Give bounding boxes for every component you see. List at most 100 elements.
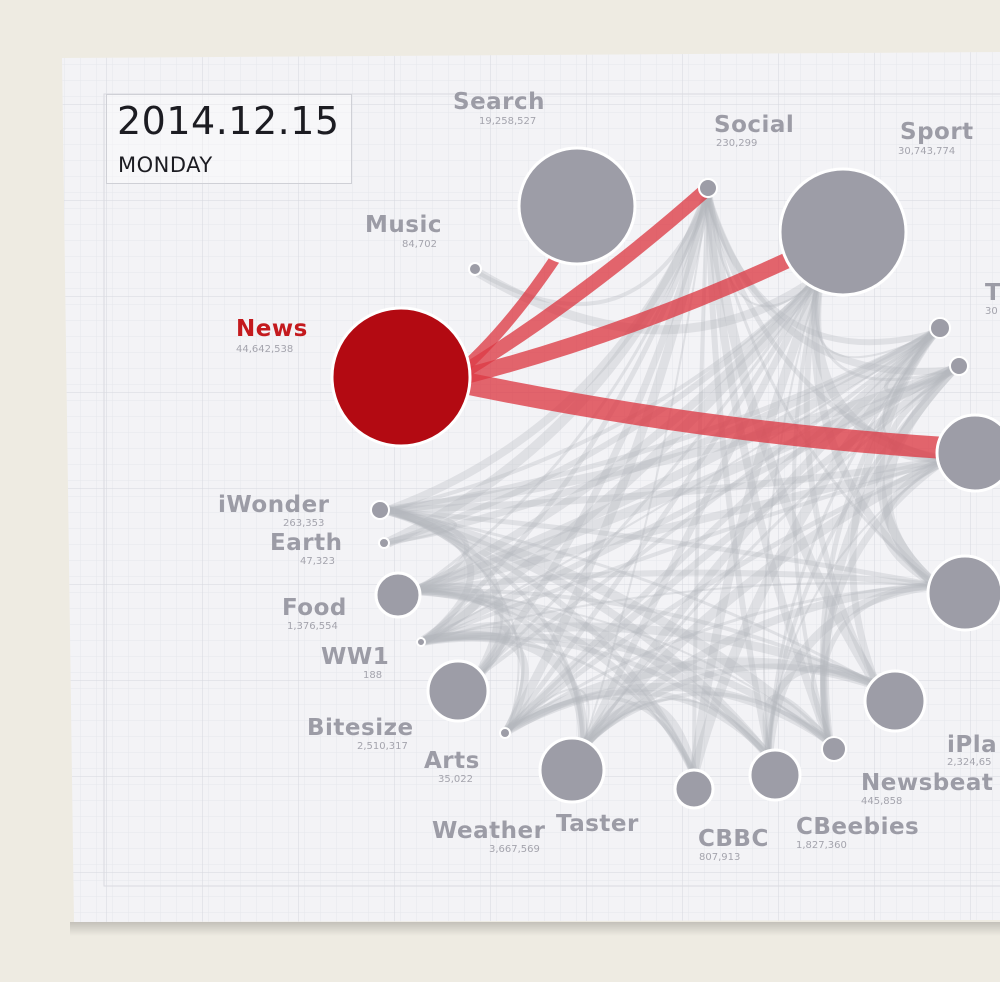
gray-link bbox=[505, 366, 955, 733]
gray-link bbox=[506, 695, 696, 775]
gray-link bbox=[810, 663, 878, 742]
gray-link bbox=[505, 457, 947, 732]
label-cbeebies[interactable]: CBeebies bbox=[796, 814, 920, 840]
label-bitesize[interactable]: Bitesize bbox=[307, 715, 414, 741]
gray-link bbox=[385, 193, 712, 514]
gray-link bbox=[820, 582, 937, 742]
date-panel: 2014.12.15 MONDAY bbox=[106, 94, 352, 184]
label-iplayer[interactable]: iPla bbox=[947, 732, 998, 758]
news-link bbox=[446, 184, 711, 386]
gray-link bbox=[422, 621, 511, 679]
node-sport[interactable] bbox=[778, 167, 908, 297]
count-t: 30 bbox=[985, 306, 998, 317]
label-t[interactable]: T bbox=[985, 280, 1000, 306]
label-arts[interactable]: Arts bbox=[424, 748, 480, 774]
gray-link bbox=[386, 507, 697, 776]
node-taster[interactable] bbox=[673, 768, 715, 810]
gray-link bbox=[704, 195, 772, 757]
node-ipla[interactable] bbox=[926, 554, 1000, 632]
gray-link bbox=[581, 195, 709, 748]
node-weather[interactable] bbox=[538, 736, 606, 804]
gray-link bbox=[579, 701, 699, 775]
gray-link bbox=[688, 329, 938, 776]
count-news: 44,642,538 bbox=[236, 344, 294, 355]
node-cbeebies[interactable] bbox=[821, 736, 847, 762]
label-social[interactable]: Social bbox=[714, 112, 795, 138]
node-ww1[interactable] bbox=[416, 637, 426, 647]
gray-link bbox=[413, 329, 937, 595]
gray-link bbox=[506, 583, 937, 732]
gray-link bbox=[413, 365, 955, 596]
node-search[interactable] bbox=[517, 146, 637, 266]
node-newsbeat[interactable] bbox=[863, 669, 927, 733]
gray-link bbox=[579, 274, 823, 749]
label-ww1[interactable]: WW1 bbox=[321, 644, 390, 670]
label-iwonder[interactable]: iWonder bbox=[218, 492, 330, 518]
gray-link bbox=[414, 587, 697, 776]
nodes bbox=[330, 146, 1000, 810]
node-music[interactable] bbox=[468, 262, 482, 276]
gray-link bbox=[414, 586, 773, 759]
gray-link bbox=[414, 588, 878, 687]
gray-link bbox=[706, 195, 821, 308]
label-sport[interactable]: Sport bbox=[900, 119, 974, 145]
gray-link bbox=[423, 581, 937, 642]
gray-link bbox=[767, 331, 935, 757]
gray-link bbox=[414, 589, 525, 731]
gray-link bbox=[762, 694, 831, 757]
gray-link bbox=[387, 508, 458, 545]
node-social[interactable] bbox=[698, 178, 718, 198]
count-ww1: 188 bbox=[363, 670, 383, 681]
label-earth[interactable]: Earth bbox=[270, 530, 343, 556]
count-cbbc: 807,913 bbox=[699, 852, 741, 863]
label-cbbc[interactable]: CBBC bbox=[698, 826, 769, 852]
gray-link bbox=[880, 456, 948, 589]
gray-link bbox=[505, 330, 936, 733]
gray-link bbox=[474, 194, 711, 679]
node-news[interactable] bbox=[330, 306, 472, 448]
gray-link bbox=[423, 622, 879, 690]
label-taster[interactable]: Taster bbox=[556, 811, 639, 837]
gray-link bbox=[766, 368, 955, 757]
gray-link bbox=[423, 631, 588, 747]
gray-link bbox=[414, 582, 485, 645]
label-search[interactable]: Search bbox=[453, 89, 546, 115]
label-weather[interactable]: Weather bbox=[432, 818, 546, 844]
node-food[interactable] bbox=[374, 571, 422, 619]
node-arts[interactable] bbox=[499, 727, 511, 739]
label-food[interactable]: Food bbox=[282, 595, 347, 621]
gray-link bbox=[819, 366, 957, 742]
news-link bbox=[447, 369, 946, 459]
label-news[interactable]: News bbox=[236, 316, 308, 342]
label-music[interactable]: Music bbox=[365, 212, 442, 238]
gray-link bbox=[579, 330, 937, 750]
gray-link bbox=[414, 589, 830, 742]
gray-link bbox=[423, 632, 831, 744]
node-offscreen[interactable] bbox=[935, 413, 1000, 493]
gray-link bbox=[386, 330, 935, 513]
node-cbbc[interactable] bbox=[748, 748, 802, 802]
node-offscreen[interactable] bbox=[949, 356, 969, 376]
gray-link bbox=[814, 276, 935, 359]
gray-link bbox=[815, 276, 954, 382]
gray-link bbox=[579, 455, 948, 750]
gray-link bbox=[811, 275, 939, 589]
count-earth: 47,323 bbox=[300, 556, 335, 567]
gray-link bbox=[820, 457, 948, 742]
gray-links bbox=[385, 193, 957, 776]
gray-link bbox=[849, 330, 937, 687]
count-food: 1,376,554 bbox=[287, 621, 338, 632]
count-music: 84,702 bbox=[402, 239, 437, 250]
node-earth[interactable] bbox=[378, 537, 390, 549]
gray-link bbox=[423, 458, 946, 643]
day-title: MONDAY bbox=[118, 153, 213, 177]
node-iwonder[interactable] bbox=[370, 500, 390, 520]
gray-link bbox=[505, 682, 832, 745]
node-bitesize[interactable] bbox=[426, 659, 490, 723]
gray-link bbox=[582, 698, 770, 757]
gray-link bbox=[767, 459, 946, 757]
node-t[interactable] bbox=[929, 317, 951, 339]
gray-link bbox=[581, 691, 831, 749]
label-newsbeat[interactable]: Newsbeat bbox=[861, 770, 994, 796]
